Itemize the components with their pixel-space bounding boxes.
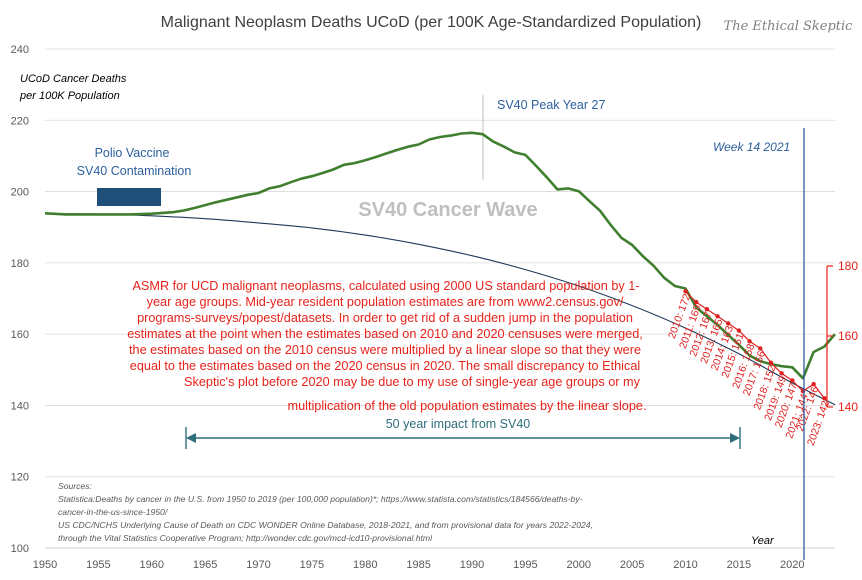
y-tick-label-160: 160 bbox=[11, 329, 29, 341]
asmr-point-2016 bbox=[747, 339, 752, 344]
asmr-methodology-note: ASMR for UCD malignant neoplasms, calcul… bbox=[127, 279, 646, 413]
x-tick-label-1965: 1965 bbox=[193, 559, 217, 571]
x-tick-label-2005: 2005 bbox=[620, 559, 644, 571]
asmr-points bbox=[683, 289, 827, 401]
right-axis-label-140: 140 bbox=[838, 400, 858, 414]
y-tick-label-200: 200 bbox=[11, 187, 29, 199]
y-axis-title-line-2: per 100K Population bbox=[19, 90, 120, 102]
x-tick-label-1990: 1990 bbox=[460, 559, 484, 571]
week-14-2021-annotation: Week 14 2021 bbox=[713, 140, 790, 154]
x-tick-label-2010: 2010 bbox=[673, 559, 697, 571]
x-axis-title: Year bbox=[751, 535, 775, 547]
asmr-note-line-7: Skeptic's plot before 2020 may be due to… bbox=[184, 375, 641, 389]
right-axis-label-160: 160 bbox=[838, 329, 858, 343]
asmr-point-2023 bbox=[822, 396, 827, 401]
x-tick-label-1970: 1970 bbox=[246, 559, 270, 571]
polio-vaccine-marker bbox=[97, 188, 161, 206]
sources-line-1: Sources: bbox=[58, 481, 93, 491]
asmr-point-2017 bbox=[758, 346, 763, 351]
x-tick-label-2015: 2015 bbox=[727, 559, 751, 571]
x-tick-label-2020: 2020 bbox=[780, 559, 804, 571]
impact-annotation: 50 year impact from SV40 bbox=[386, 417, 531, 431]
asmr-point-2022 bbox=[811, 381, 816, 387]
asmr-note-line-2: year age groups. Mid-year resident popul… bbox=[147, 295, 624, 309]
asmr-note-line-1: ASMR for UCD malignant neoplasms, calcul… bbox=[132, 279, 639, 293]
asmr-note-line-8: multiplication of the old population est… bbox=[288, 399, 647, 413]
y-tick-label-220: 220 bbox=[11, 115, 29, 127]
x-axis-ticks: 1950 1955 1960 1965 1970 1975 1980 1985 1990 1995… bbox=[33, 559, 805, 571]
asmr-point-2018 bbox=[768, 360, 774, 365]
asmr-note-line-5: the estimates based on the 2010 census w… bbox=[129, 343, 641, 357]
asmr-point-2019 bbox=[779, 371, 784, 376]
impact-arrow-right-head bbox=[730, 433, 740, 443]
x-tick-label-1950: 1950 bbox=[33, 559, 57, 571]
y-tick-label-120: 120 bbox=[11, 472, 29, 484]
fifty-year-impact-arrow bbox=[185, 427, 741, 449]
y-tick-label-180: 180 bbox=[11, 258, 29, 270]
baseline-series-line bbox=[44, 213, 836, 406]
x-tick-label-1960: 1960 bbox=[140, 559, 164, 571]
asmr-point-2014 bbox=[726, 321, 731, 326]
y-axis-title-line-1: UCoD Cancer Deaths bbox=[20, 73, 127, 85]
impact-arrow-left-head bbox=[186, 433, 196, 443]
asmr-point-2015 bbox=[736, 328, 742, 333]
asmr-note-line-4: estimates at the point when the estimate… bbox=[127, 327, 643, 341]
x-tick-label-1975: 1975 bbox=[300, 559, 324, 571]
watermark: The Ethical Skeptic bbox=[724, 19, 854, 34]
x-tick-label-2000: 2000 bbox=[567, 559, 591, 571]
sources-line-3: cancer-in-the-us-since-1950/ bbox=[58, 507, 169, 517]
right-axis-label-180: 180 bbox=[838, 259, 858, 273]
sv40-peak-annotation: SV40 Peak Year 27 bbox=[497, 98, 605, 112]
y-tick-label-100: 100 bbox=[11, 543, 29, 555]
asmr-point-2020 bbox=[790, 378, 795, 383]
sources-line-2: Statistica:Deaths by cancer in the U.S. … bbox=[58, 494, 583, 504]
chart-title: Malignant Neoplasm Deaths UCoD (per 100K… bbox=[161, 14, 702, 31]
x-tick-label-1995: 1995 bbox=[513, 559, 537, 571]
asmr-point-2011 bbox=[694, 299, 699, 305]
asmr-point-2010 bbox=[683, 289, 688, 294]
x-tick-label-1955: 1955 bbox=[86, 559, 110, 571]
polio-annotation-line-1: Polio Vaccine bbox=[95, 146, 170, 160]
y-axis-ticks: 100 120 140 160 180 200 220 240 bbox=[11, 44, 29, 555]
asmr-note-line-3: programs-surveys/popest/datasets. In ord… bbox=[137, 311, 633, 325]
sv40-wave-annotation: SV40 Cancer Wave bbox=[358, 199, 537, 221]
asmr-point-2012 bbox=[704, 306, 710, 312]
asmr-point-2013 bbox=[715, 314, 720, 319]
polio-annotation-line-2: SV40 Contamination bbox=[77, 164, 192, 178]
grid-lines bbox=[45, 48, 835, 549]
right-axis: 180 160 140 bbox=[826, 259, 858, 414]
y-tick-label-140: 140 bbox=[11, 400, 29, 412]
x-tick-label-1985: 1985 bbox=[406, 559, 430, 571]
sources-line-5: through the Vital Statistics Cooperative… bbox=[58, 533, 433, 543]
sources-line-4: US CDC/NCHS Underlying Cause of Death on… bbox=[58, 520, 593, 530]
asmr-note-line-6: equal to the estimates based on the 2020… bbox=[130, 359, 640, 373]
y-tick-label-240: 240 bbox=[11, 44, 29, 56]
sources-note: Sources: Statistica:Deaths by cancer in … bbox=[58, 481, 593, 543]
cancer-deaths-series-line bbox=[44, 131, 836, 380]
x-tick-label-1980: 1980 bbox=[353, 559, 377, 571]
